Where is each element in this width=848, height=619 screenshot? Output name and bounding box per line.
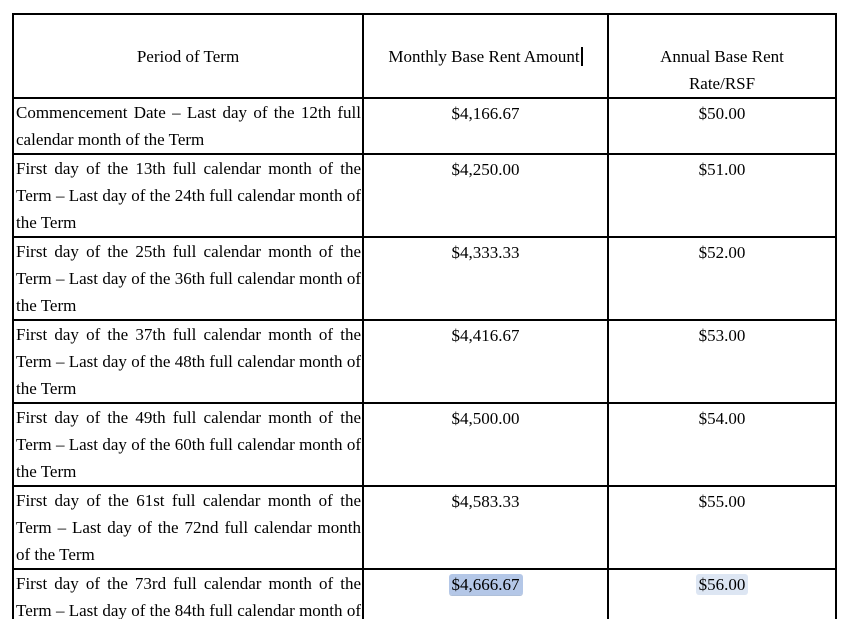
- header-row: Period of Term Monthly Base Rent Amount …: [12, 13, 837, 99]
- text-cursor-icon: [580, 47, 583, 66]
- selected-text-monthly[interactable]: $4,666.67: [448, 574, 523, 595]
- annual-rate-cell[interactable]: $54.00: [607, 402, 837, 487]
- rent-schedule-table: Period of Term Monthly Base Rent Amount …: [12, 13, 837, 619]
- annual-rate-cell[interactable]: $53.00: [607, 319, 837, 404]
- monthly-rent-cell[interactable]: $4,333.33: [362, 236, 609, 321]
- col-header-annual[interactable]: Annual Base Rent Rate/RSF: [607, 13, 837, 99]
- period-cell[interactable]: First day of the 25th full calendar mont…: [12, 236, 364, 321]
- annual-rate-cell[interactable]: $51.00: [607, 153, 837, 238]
- col-header-annual-label: Annual Base Rent Rate/RSF: [660, 47, 784, 93]
- monthly-rent-cell[interactable]: $4,583.33: [362, 485, 609, 570]
- period-cell[interactable]: First day of the 37th full calendar mont…: [12, 319, 364, 404]
- col-header-monthly-label: Monthly Base Rent Amount: [388, 47, 580, 66]
- table-row: First day of the 37th full calendar mont…: [12, 319, 837, 404]
- period-cell[interactable]: First day of the 73rd full calendar mont…: [12, 568, 364, 619]
- monthly-rent-cell[interactable]: $4,500.00: [362, 402, 609, 487]
- table-row: First day of the 13th full calendar mont…: [12, 153, 837, 238]
- col-header-monthly[interactable]: Monthly Base Rent Amount: [362, 13, 609, 99]
- table-row: First day of the 49th full calendar mont…: [12, 402, 837, 487]
- monthly-rent-cell[interactable]: $4,666.67: [362, 568, 609, 619]
- period-cell[interactable]: First day of the 49th full calendar mont…: [12, 402, 364, 487]
- period-cell[interactable]: First day of the 61st full calendar mont…: [12, 485, 364, 570]
- table-row: First day of the 25th full calendar mont…: [12, 236, 837, 321]
- col-header-period-label: Period of Term: [136, 47, 240, 66]
- annual-rate-cell[interactable]: $56.00: [607, 568, 837, 619]
- monthly-rent-cell[interactable]: $4,416.67: [362, 319, 609, 404]
- table-row: First day of the 61st full calendar mont…: [12, 485, 837, 570]
- col-header-period[interactable]: Period of Term: [12, 13, 364, 99]
- annual-rate-cell[interactable]: $55.00: [607, 485, 837, 570]
- monthly-rent-cell[interactable]: $4,250.00: [362, 153, 609, 238]
- annual-rate-cell[interactable]: $52.00: [607, 236, 837, 321]
- period-cell[interactable]: First day of the 13th full calendar mont…: [12, 153, 364, 238]
- annual-rate-cell[interactable]: $50.00: [607, 97, 837, 155]
- selected-text-annual[interactable]: $56.00: [695, 574, 749, 595]
- monthly-rent-cell[interactable]: $4,166.67: [362, 97, 609, 155]
- table-row: First day of the 73rd full calendar mont…: [12, 568, 837, 619]
- table-row: Commencement Date – Last day of the 12th…: [12, 97, 837, 155]
- period-cell[interactable]: Commencement Date – Last day of the 12th…: [12, 97, 364, 155]
